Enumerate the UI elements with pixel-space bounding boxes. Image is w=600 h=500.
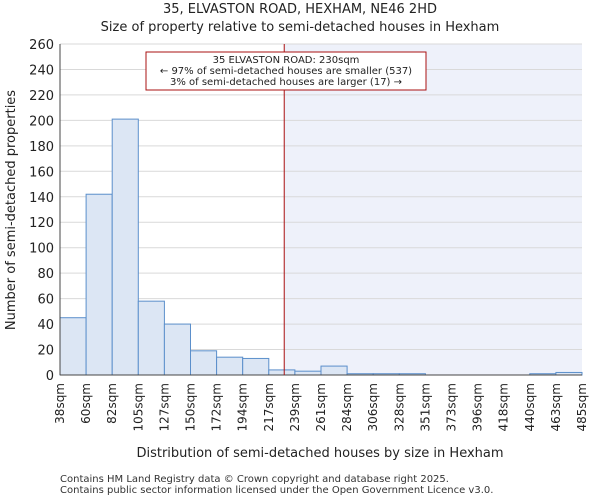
y-axis-label: Number of semi-detached properties <box>4 90 19 330</box>
chart-subtitle: Size of property relative to semi-detach… <box>100 20 500 35</box>
y-tick-label: 220 <box>29 89 54 104</box>
x-tick-label: 38sqm <box>53 383 67 424</box>
histogram-bar <box>242 357 270 376</box>
y-tick-label: 20 <box>37 344 54 359</box>
x-tick-label: 82sqm <box>105 383 119 424</box>
y-tick-label: 140 <box>29 191 54 206</box>
histogram-bar <box>190 350 218 376</box>
y-tick-label: 100 <box>29 242 54 257</box>
x-tick-label: 351sqm <box>418 383 432 431</box>
histogram-bar <box>111 118 139 376</box>
histogram-bar <box>163 323 191 376</box>
x-tick-label: 239sqm <box>288 383 302 431</box>
histogram-bar <box>137 300 165 376</box>
annotation-line-3: 3% of semi-detached houses are larger (1… <box>170 77 402 88</box>
x-tick-label: 105sqm <box>131 383 145 431</box>
x-tick-label: 150sqm <box>184 383 198 431</box>
y-tick-label: 120 <box>29 216 54 231</box>
histogram-bar <box>294 370 322 376</box>
x-tick-label: 127sqm <box>157 383 171 431</box>
y-tick-label: 260 <box>29 38 54 53</box>
annotation-box <box>145 51 427 91</box>
histogram-bar <box>320 365 348 376</box>
x-tick-label: 172sqm <box>210 383 224 431</box>
annotation-line-1: 35 ELVASTON ROAD: 230sqm <box>213 55 360 66</box>
x-tick-label: 418sqm <box>497 383 511 431</box>
footer-licence: Contains public sector information licen… <box>60 485 494 496</box>
x-tick-label: 194sqm <box>236 383 250 431</box>
annotation-line-2: ← 97% of semi-detached houses are smalle… <box>160 66 412 77</box>
larger-region-shading <box>284 44 582 375</box>
histogram-bar <box>59 317 87 376</box>
x-tick-label: 463sqm <box>549 383 563 431</box>
y-tick-label: 160 <box>29 165 54 180</box>
x-tick-label: 284sqm <box>340 383 354 431</box>
y-tick-label: 200 <box>29 114 54 129</box>
x-tick-label: 396sqm <box>471 383 485 431</box>
x-tick-label: 306sqm <box>366 383 380 431</box>
x-tick-label: 373sqm <box>445 383 459 431</box>
y-tick-label: 40 <box>37 318 54 333</box>
chart-title: 35, ELVASTON ROAD, HEXHAM, NE46 2HD <box>163 2 437 17</box>
histogram-bar <box>85 193 113 376</box>
y-tick-label: 240 <box>29 63 54 78</box>
y-tick-label: 80 <box>37 267 54 282</box>
x-tick-label: 440sqm <box>523 383 537 431</box>
histogram-bar <box>216 356 244 376</box>
x-tick-label: 328sqm <box>392 383 406 431</box>
x-tick-label: 60sqm <box>79 383 93 424</box>
histogram-bar <box>268 369 296 376</box>
x-tick-label: 217sqm <box>262 383 276 431</box>
footer-copyright: Contains HM Land Registry data © Crown c… <box>60 474 449 485</box>
y-tick-label: 180 <box>29 140 54 155</box>
y-tick-label: 0 <box>46 369 54 384</box>
x-axis-label: Distribution of semi-detached houses by … <box>136 446 503 461</box>
x-tick-label: 485sqm <box>575 383 589 431</box>
x-tick-label: 261sqm <box>314 383 328 431</box>
y-tick-label: 60 <box>37 293 54 308</box>
